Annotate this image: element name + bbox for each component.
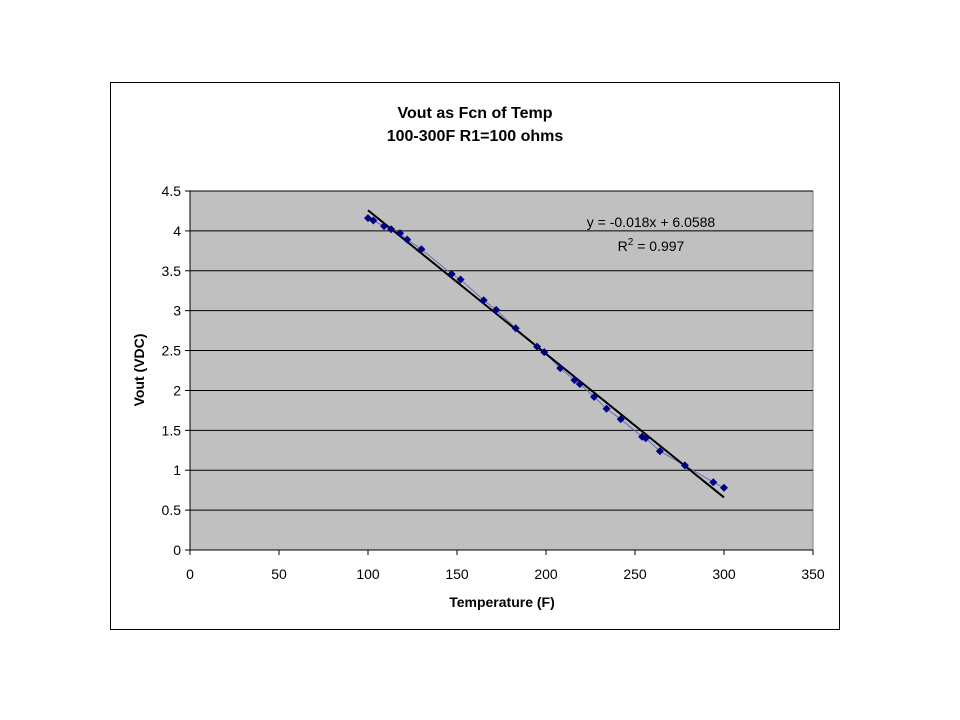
data-point	[641, 434, 650, 443]
r-squared-value: = 0.997	[633, 238, 684, 254]
data-point	[540, 348, 549, 357]
axes	[185, 190, 814, 555]
x-tick-label-300: 300	[712, 566, 736, 582]
y-tick-label-2.5: 2.5	[162, 343, 182, 359]
y-tick-label-3: 3	[173, 303, 181, 319]
data-point	[511, 324, 520, 333]
y-tick-label-1: 1	[173, 462, 181, 478]
data-point	[403, 235, 412, 244]
data-point	[492, 305, 501, 314]
data-points	[364, 214, 728, 492]
data-point	[369, 216, 378, 225]
x-tick-label-200: 200	[534, 566, 558, 582]
data-point	[556, 364, 565, 373]
y-tick-label-0: 0	[173, 542, 181, 558]
data-point	[655, 447, 664, 456]
r-squared-label: R2 = 0.997	[618, 237, 685, 254]
data-point	[456, 275, 465, 284]
data-point	[575, 380, 584, 389]
data-point	[616, 415, 625, 424]
y-tick-labels: 0 0.5 1 1.5 2 2.5 3 3.5 4 4.5	[162, 183, 182, 558]
gridlines	[190, 190, 813, 511]
data-point	[570, 376, 579, 385]
y-tick-label-4.5: 4.5	[162, 183, 182, 199]
y-tick-label-2: 2	[173, 382, 181, 398]
y-tick-label-3.5: 3.5	[162, 263, 182, 279]
data-point	[387, 225, 396, 234]
x-tick-labels: 0 50 100 150 200 250 300 350	[186, 566, 825, 582]
r-squared-prefix: R	[618, 238, 628, 254]
data-point	[720, 483, 728, 492]
data-point	[479, 296, 488, 305]
x-tick-label-50: 50	[271, 566, 287, 582]
y-tick-label-4: 4	[173, 223, 181, 239]
data-point	[396, 229, 405, 238]
chart-subtitle: 100-300F R1=100 ohms	[387, 128, 564, 145]
data-point	[590, 392, 599, 401]
y-axis-label: Vout (VDC)	[131, 334, 147, 407]
x-tick-label-250: 250	[623, 566, 647, 582]
data-point	[709, 478, 718, 487]
y-tick-label-1.5: 1.5	[162, 422, 182, 438]
chart-title: Vout as Fcn of Temp	[398, 105, 553, 122]
data-point	[380, 222, 389, 231]
x-tick-label-150: 150	[445, 566, 469, 582]
plot-area	[189, 190, 814, 551]
r-squared-superscript: 2	[628, 237, 634, 248]
trendline-equation: y = -0.018x + 6.0588	[587, 214, 716, 230]
data-point	[680, 461, 689, 470]
data-point	[602, 404, 611, 413]
data-point	[447, 269, 456, 278]
x-tick-label-100: 100	[356, 566, 380, 582]
data-point	[417, 245, 426, 254]
data-point	[533, 342, 542, 351]
x-tick-label-350: 350	[801, 566, 825, 582]
x-axis-label: Temperature (F)	[449, 594, 555, 610]
y-tick-label-0.5: 0.5	[162, 502, 182, 518]
x-tick-label-0: 0	[186, 566, 194, 582]
